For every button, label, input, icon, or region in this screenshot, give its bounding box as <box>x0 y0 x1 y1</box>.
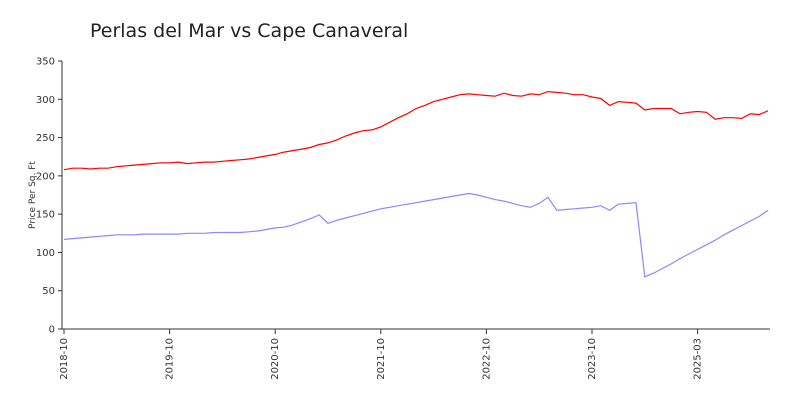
x-tick-label: 2025-03 <box>693 338 704 380</box>
x-tick-label: 2020-10 <box>270 338 281 380</box>
x-tick-label: 2023-10 <box>587 338 598 380</box>
x-tick-label: 2022-10 <box>481 338 492 380</box>
x-tick-label: 2019-10 <box>165 338 176 380</box>
series-line <box>63 90 769 171</box>
chart-title: Perlas del Mar vs Cape Canaveral <box>90 20 408 42</box>
y-tick-label: 250 <box>36 133 55 144</box>
x-tick-label: 2021-10 <box>376 338 387 380</box>
y-tick-label: 100 <box>36 248 55 259</box>
y-axis-label: Price Per Sq. Ft <box>28 161 38 229</box>
y-tick-label: 350 <box>36 57 55 68</box>
series-line <box>63 192 769 278</box>
y-tick-label: 300 <box>36 95 55 106</box>
x-tick-label: 2018-10 <box>59 338 70 380</box>
y-tick-label: 150 <box>36 210 55 221</box>
y-tick-label: 0 <box>49 325 55 336</box>
y-tick-label: 200 <box>36 171 55 182</box>
y-tick-label: 50 <box>42 286 55 297</box>
